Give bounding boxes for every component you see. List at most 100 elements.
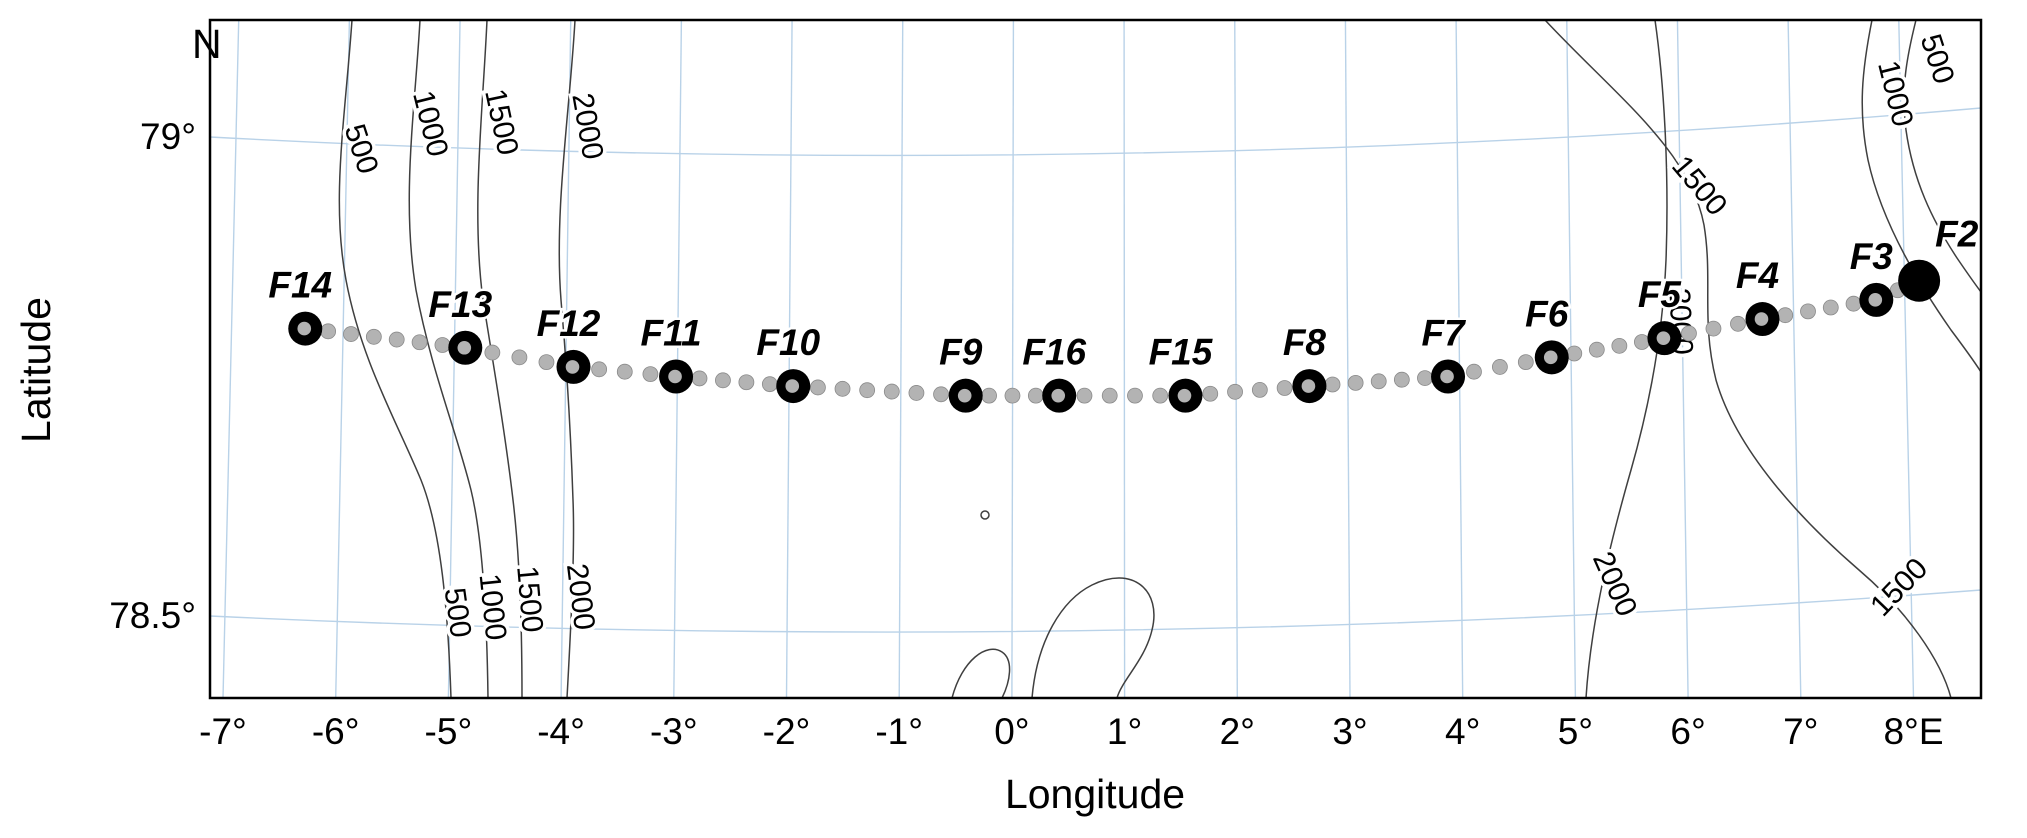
y-tick-label-79: 79° (140, 116, 196, 157)
station-dot-center (1177, 388, 1192, 403)
x-tick-label: 1° (1107, 711, 1142, 752)
x-tick-label: -3° (650, 711, 698, 752)
transect-sample-dot (591, 361, 608, 378)
transect-sample-dot (1681, 325, 1697, 342)
transect-sample-dot (1027, 387, 1044, 404)
contour-depth-label: 1000 (406, 87, 454, 160)
station-dot-center (1868, 293, 1883, 307)
y-tick-label-78-5: 78.5° (109, 595, 196, 636)
transect-dots (320, 282, 1906, 404)
station-dot-center (668, 369, 682, 384)
transect-sample-dot (642, 366, 659, 383)
graticule-meridian (222, 20, 240, 698)
y-axis-title: Latitude (13, 297, 59, 443)
x-tick-label: 5° (1558, 711, 1593, 752)
station-label-F8: F8 (1283, 322, 1327, 363)
x-tick-label: 7° (1783, 711, 1818, 752)
transect-sample-dot (1466, 363, 1482, 380)
station-label-F2: F2 (1935, 214, 1979, 255)
station-label-F7: F7 (1421, 313, 1467, 354)
axis-tick-labels: -7° -6° -5° -4° -3° -2° -1° 0° 1° 2° 3° 4° 5° 6° 7° 8°E (199, 711, 1943, 752)
transect-sample-dot (1076, 387, 1093, 404)
contour-depth-label: 1500 (1864, 552, 1934, 623)
transect-sample-dot (809, 379, 826, 396)
station-dot-center (457, 340, 472, 355)
x-tick-label: -1° (875, 711, 923, 752)
transect-sample-dot (933, 386, 949, 403)
graticule-meridian (1787, 20, 1802, 698)
transect-sample-dot (981, 387, 997, 404)
contour-depth-label: 500 (338, 120, 385, 178)
contour-line-2000-east (1585, 20, 1668, 698)
contour-depth-label: 2000 (1586, 547, 1643, 621)
graticule-meridian (673, 20, 683, 698)
graticule-meridian (335, 20, 351, 698)
transect-sample-dot (538, 354, 555, 371)
transect-sample-dot (1324, 376, 1341, 393)
graticule-meridian (785, 20, 793, 698)
graticule-meridian (1123, 20, 1126, 698)
station-dot-center (1754, 312, 1769, 326)
transect-sample-dot (1347, 374, 1364, 391)
transect-sample-dot (1004, 387, 1021, 404)
transect-sample-dot (1393, 371, 1410, 388)
transect-sample-dot (1251, 382, 1268, 398)
transect-sample-dot (1730, 315, 1746, 332)
station-label-F6: F6 (1525, 293, 1569, 334)
contour-depth-label: 1000 (473, 572, 513, 642)
transect-sample-dot (511, 349, 528, 366)
station-dot-center (1051, 388, 1066, 403)
station-dot-center (1656, 331, 1671, 345)
transect-sample-dot (1370, 373, 1387, 390)
transect-sample-dot (715, 372, 731, 389)
x-tick-label: 3° (1332, 711, 1367, 752)
contour-line-500-west (338, 20, 452, 698)
contour-line-500-east (1903, 20, 1981, 293)
station-dot-center (785, 379, 800, 393)
transect-sample-dot (1822, 299, 1839, 316)
contour-depth-label: 500 (438, 586, 478, 640)
x-tick-label: 8°E (1883, 711, 1943, 752)
transect-sample-dot (691, 370, 708, 387)
graticule-meridian (1234, 20, 1239, 698)
station-dot-center (1301, 379, 1316, 393)
contour-line-minor (951, 648, 1011, 698)
x-axis-title: Longitude (1005, 771, 1185, 817)
transect-sample-dot (320, 323, 337, 340)
bathymetry-contours (338, 20, 1981, 698)
graticule-meridian (1455, 20, 1464, 698)
contour-line-deep-basin (1031, 577, 1155, 698)
station-label-F15: F15 (1149, 332, 1214, 373)
x-tick-label: -7° (199, 711, 247, 752)
contour-line-1500-east (1544, 20, 1952, 698)
transect-sample-dot (411, 334, 428, 351)
station-label-F11: F11 (641, 313, 702, 354)
graticule-parallel-78-5 (210, 589, 1981, 633)
station-dot-center (297, 321, 312, 336)
station-label-F12: F12 (537, 303, 601, 344)
station-label-F14: F14 (268, 265, 332, 306)
x-tick-label: 0° (994, 711, 1029, 752)
station-label-F4: F4 (1736, 255, 1779, 296)
transect-sample-dot (434, 337, 451, 353)
graticule-meridian (1676, 20, 1689, 698)
transect-sample-dot (834, 380, 851, 397)
station-dot-center (565, 360, 580, 374)
x-tick-label: -4° (537, 711, 585, 752)
contour-line-1000-east (1861, 20, 1981, 373)
station-dot-center (1440, 369, 1454, 384)
contour-depth-label: 500 (1914, 30, 1961, 88)
x-tick-label: -2° (763, 711, 811, 752)
station-dot-F2 (1898, 259, 1941, 302)
transect-sample-dot (859, 382, 876, 399)
contour-depth-label: 1500 (510, 564, 549, 633)
transect-sample-dot (1202, 385, 1219, 402)
station-label-F3: F3 (1850, 236, 1894, 277)
contour-depth-label: 2000 (560, 562, 601, 632)
station-dot-center (1543, 350, 1558, 365)
transect-sample-dot (1152, 387, 1169, 404)
station-labels: F14 F13 F12 F11 F10 F9 F16 F15 F8 F7 F6 F5 F4 F3 F2 (266, 211, 1981, 375)
transect-sample-dot (1127, 387, 1143, 404)
transect-sample-dot (1705, 320, 1722, 337)
transect-sample-dot (1276, 380, 1293, 396)
